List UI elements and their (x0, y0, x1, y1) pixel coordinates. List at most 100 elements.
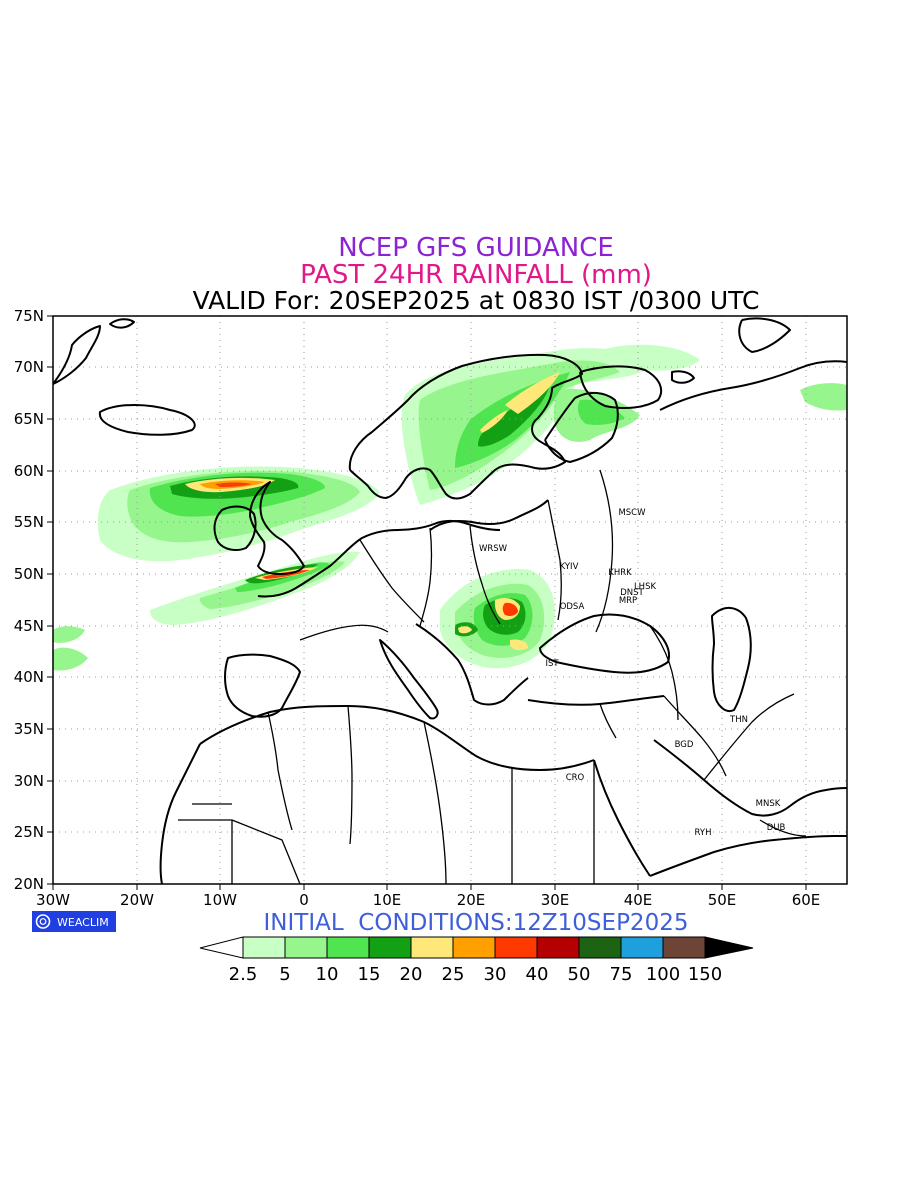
britain-coast (249, 481, 305, 575)
city-ist: IST (545, 659, 559, 669)
lon-label-20e: 20E (457, 891, 486, 909)
lon-label-20w: 20W (120, 891, 154, 909)
scale-label-5: 20 (400, 964, 423, 985)
lon-label-50e: 50E (708, 891, 737, 909)
title-guidance: NCEP GFS GUIDANCE (338, 233, 614, 263)
lat-label-35n: 35N (14, 720, 44, 738)
caspian-coast (711, 607, 752, 712)
axis-ticks (47, 315, 807, 890)
city-ryh: RYH (695, 828, 712, 838)
balkans-coast (415, 623, 529, 706)
russia-arctic-coast (659, 360, 847, 411)
lon-labels: 30W 20W 10W 0 10E 20E 30E 40E 50E 60E (36, 891, 820, 909)
lon-label-10w: 10W (203, 891, 237, 909)
lat-label-40n: 40N (14, 668, 44, 686)
novaya-zemlya (738, 317, 791, 353)
scale-box-6 (452, 936, 496, 959)
city-kyiv: KYIV (560, 562, 579, 572)
lat-label-55n: 55N (14, 513, 44, 531)
lon-label-30w: 30W (36, 891, 70, 909)
arabia-coast (649, 835, 847, 877)
ireland-coast (213, 505, 257, 551)
city-bgd: BGD (675, 740, 694, 750)
iceland-coast (98, 404, 196, 436)
lat-label-75n: 75N (14, 307, 44, 325)
city-odsa: ODSA (560, 602, 585, 612)
city-labels: MSCW WRSW KYIV KHRK LHSK DNST MRP ODSA I… (479, 508, 786, 838)
scale-label-10: 75 (610, 964, 633, 985)
city-dub: DUB (767, 823, 786, 833)
mediterranean-africa-coast (199, 705, 595, 771)
lat-label-60n: 60N (14, 462, 44, 480)
city-wrsw: WRSW (479, 544, 508, 554)
copyright-icon (35, 914, 51, 929)
lat-label-25n: 25N (14, 823, 44, 841)
scale-box-4 (368, 936, 412, 959)
scale-box-2 (284, 936, 328, 959)
coastlines (53, 317, 847, 884)
scale-label-7: 30 (484, 964, 507, 985)
lat-label-65n: 65N (14, 410, 44, 428)
scale-label-3: 10 (316, 964, 339, 985)
iberia-coast (224, 653, 301, 718)
scale-label-8: 40 (526, 964, 549, 985)
gulf-coast (653, 739, 847, 817)
greenland-coast (53, 325, 101, 385)
scale-low-arrow (199, 936, 244, 959)
scale-box-11 (662, 936, 706, 959)
scale-box-5 (410, 936, 454, 959)
lat-label-20n: 20N (14, 875, 44, 893)
map-plot-area: MSCW WRSW KYIV KHRK LHSK DNST MRP ODSA I… (14, 307, 848, 909)
scale-label-6: 25 (442, 964, 465, 985)
badge-label: WEACLIM (57, 916, 109, 929)
scale-box-7 (494, 936, 538, 959)
lat-labels: 75N 70N 65N 60N 55N 50N 45N 40N 35N 30N … (14, 307, 44, 893)
lat-label-70n: 70N (14, 358, 44, 376)
city-mrp: MRP (619, 596, 637, 606)
baltic-south-coast (429, 499, 549, 531)
borders (178, 469, 807, 884)
red-sea-coast (593, 759, 651, 877)
plot-frame (52, 315, 848, 885)
weaclim-badge: WEACLIM (32, 911, 116, 932)
scale-box-9 (578, 936, 622, 959)
lon-label-10e: 10E (373, 891, 402, 909)
scale-label-11: 100 (646, 964, 680, 985)
city-cro: CRO (566, 773, 585, 783)
city-dnst: DNST (620, 588, 644, 598)
scale-label-1: 2.5 (229, 964, 258, 985)
city-thn: THN (729, 715, 748, 725)
color-scale: 2.5 5 10 15 20 25 30 40 50 75 100 150 (199, 936, 754, 985)
scale-box-3 (326, 936, 370, 959)
rainfall-field (53, 344, 847, 671)
lat-lon-grid (53, 316, 847, 884)
svalbard-coast (109, 318, 135, 329)
lat-label-45n: 45N (14, 617, 44, 635)
lon-label-0: 0 (299, 891, 309, 909)
africa-atlantic-coast (159, 743, 201, 884)
scale-high-arrow (704, 936, 754, 959)
scale-label-9: 50 (568, 964, 591, 985)
city-lhsk: LHSK (634, 582, 657, 592)
italy-coast (379, 639, 439, 720)
scale-box-10 (620, 936, 664, 959)
scale-box-1 (242, 936, 286, 959)
city-khrk: KHRK (608, 568, 632, 578)
scale-label-12: 150 (688, 964, 722, 985)
western-europe-coast (257, 520, 501, 598)
black-sea-coast (539, 613, 670, 674)
lat-label-50n: 50N (14, 565, 44, 583)
kola-coast (579, 365, 663, 409)
initial-conditions: INITIAL CONDITIONS:12Z10SEP2025 (264, 910, 689, 936)
lon-label-30e: 30E (541, 891, 570, 909)
city-mscw: MSCW (618, 508, 646, 518)
city-mnsk: MNSK (756, 799, 781, 809)
scale-label-2: 5 (279, 964, 290, 985)
lat-label-30n: 30N (14, 772, 44, 790)
title-valid: VALID For: 20SEP2025 at 0830 IST /0300 U… (193, 286, 760, 315)
lon-label-60e: 60E (792, 891, 821, 909)
lon-label-40e: 40E (624, 891, 653, 909)
title-rainfall: PAST 24HR RAINFALL (mm) (300, 260, 652, 290)
scale-label-4: 15 (358, 964, 381, 985)
